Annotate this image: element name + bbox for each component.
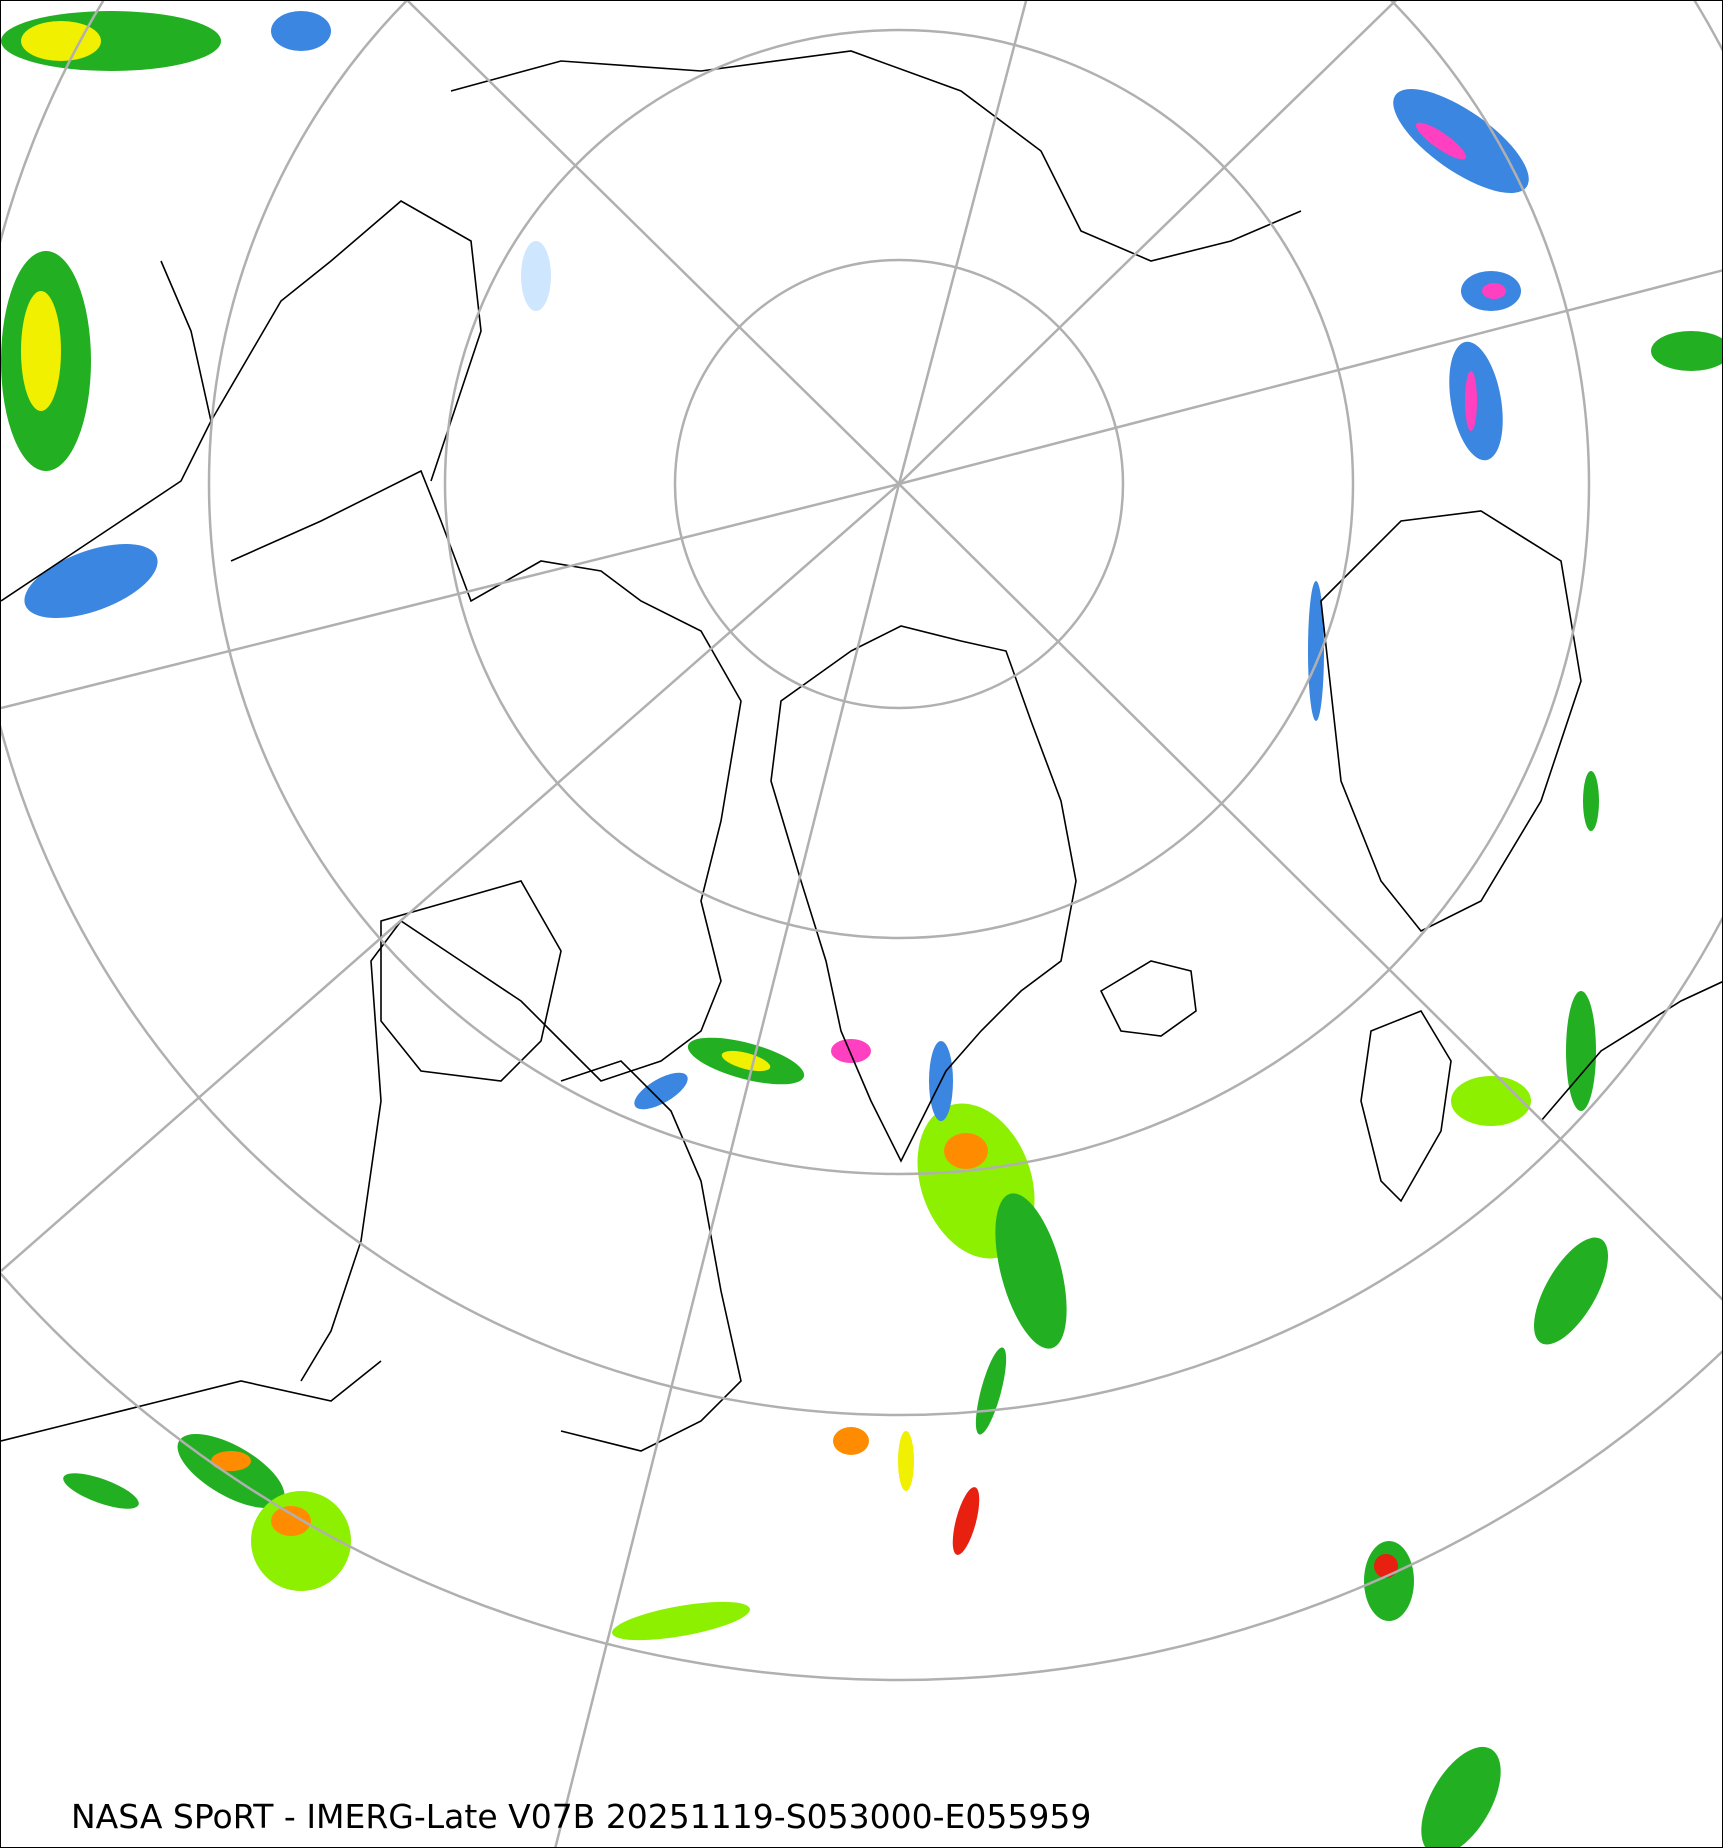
precipitation-cell (21, 291, 61, 411)
precipitation-cell (721, 1050, 771, 1072)
latitude-circle (673, 258, 1125, 710)
precipitation-cell (1482, 283, 1506, 299)
us-coastline (1, 1360, 382, 1442)
hudson-bay-coastline (380, 880, 562, 1082)
meridian-line (554, 483, 901, 1847)
latitude-circle (443, 28, 1355, 940)
map-caption: NASA SPoRT - IMERG-Late V07B 20251119-S0… (71, 1797, 1092, 1836)
alaska-coastline (210, 200, 482, 482)
precipitation-cell (1583, 771, 1599, 831)
precipitation-layer (1, 11, 1722, 1847)
precipitation-cell (1451, 1076, 1531, 1126)
latitude-circle (1, 1, 1722, 1416)
latitude-circle (1, 1271, 1722, 1681)
iceland-coastline (1099, 960, 1197, 1037)
precipitation-cell (833, 1427, 869, 1455)
precipitation-cell (24, 544, 158, 618)
greenland-coastline (770, 625, 1077, 1163)
meridian-line (898, 1, 1398, 485)
meridian-line (1, 482, 900, 710)
precipitation-cell (271, 11, 331, 51)
precipitation-cell (1421, 1746, 1501, 1847)
precipitation-cell (1534, 1237, 1608, 1345)
precipitation-cell (1393, 88, 1529, 194)
precipitation-cell (634, 1072, 688, 1110)
precipitation-cell (211, 1451, 251, 1471)
precipitation-cell (521, 241, 551, 311)
east-asia-coastline (1, 260, 212, 602)
meridian-line (898, 269, 1722, 486)
latitude-circle (207, 1, 1591, 1176)
precipitation-cell (831, 1039, 871, 1063)
precipitation-cell (251, 1491, 351, 1591)
meridian-line (407, 1, 900, 485)
precipitation-cell (975, 1347, 1007, 1435)
precipitation-cell (1651, 331, 1722, 371)
precipitation-cell (944, 1133, 988, 1169)
coastlines-layer (1, 50, 1722, 1452)
siberia-coastline (450, 50, 1302, 262)
precipitation-cell (612, 1601, 750, 1641)
meridian-line (1, 483, 900, 1272)
precipitation-cell (898, 1431, 914, 1491)
precipitation-cell (1566, 991, 1596, 1111)
europe-coastline (1540, 981, 1722, 1122)
precipitation-cell (1308, 581, 1324, 721)
scandinavia-coastline (1320, 510, 1582, 933)
canada-coastline (230, 469, 742, 1382)
precipitation-cell (271, 1506, 311, 1536)
precipitation-cell (1374, 1554, 1398, 1578)
precipitation-cell (1465, 371, 1477, 431)
uk-coastline (1360, 1010, 1452, 1203)
precipitation-cell (995, 1193, 1067, 1349)
precipitation-cell (21, 21, 101, 61)
precipitation-cell (1364, 1541, 1414, 1621)
meridian-line (898, 483, 1722, 1301)
precipitation-cell (952, 1487, 980, 1555)
precipitation-cell (63, 1473, 139, 1509)
labrador-coastline (560, 1060, 742, 1452)
precipitation-cell (1416, 122, 1466, 160)
meridian-line (897, 1, 1028, 485)
